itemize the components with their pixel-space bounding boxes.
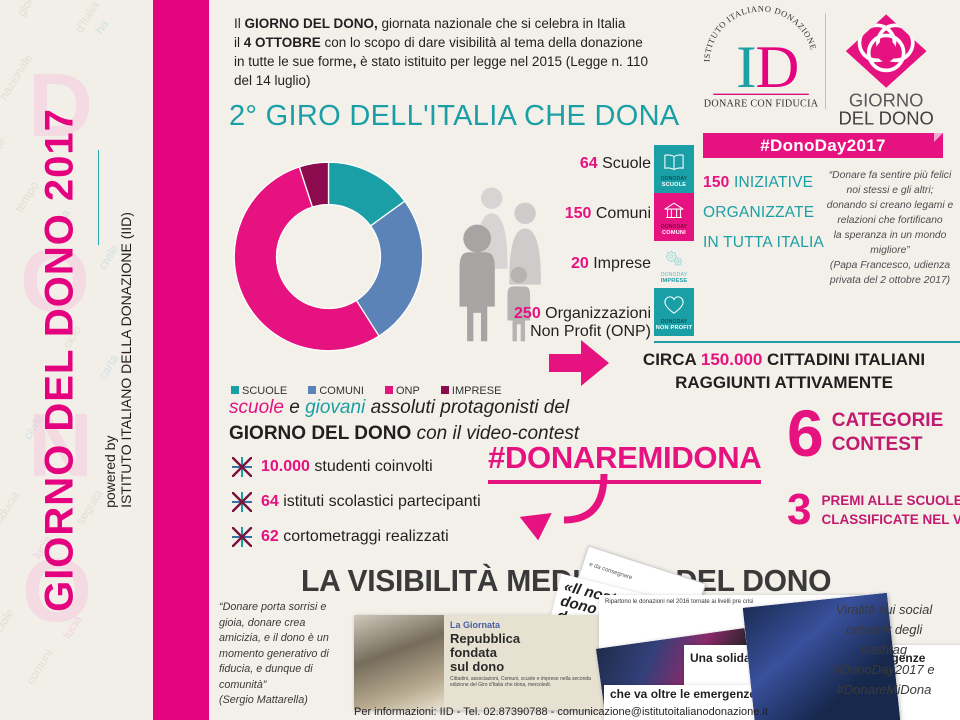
svg-text:DONARE CON FIDUCIA: DONARE CON FIDUCIA bbox=[704, 98, 819, 109]
svg-text:DEL DONO: DEL DONO bbox=[838, 108, 933, 129]
svg-text:I: I bbox=[736, 34, 756, 101]
svg-text:D: D bbox=[756, 34, 800, 101]
